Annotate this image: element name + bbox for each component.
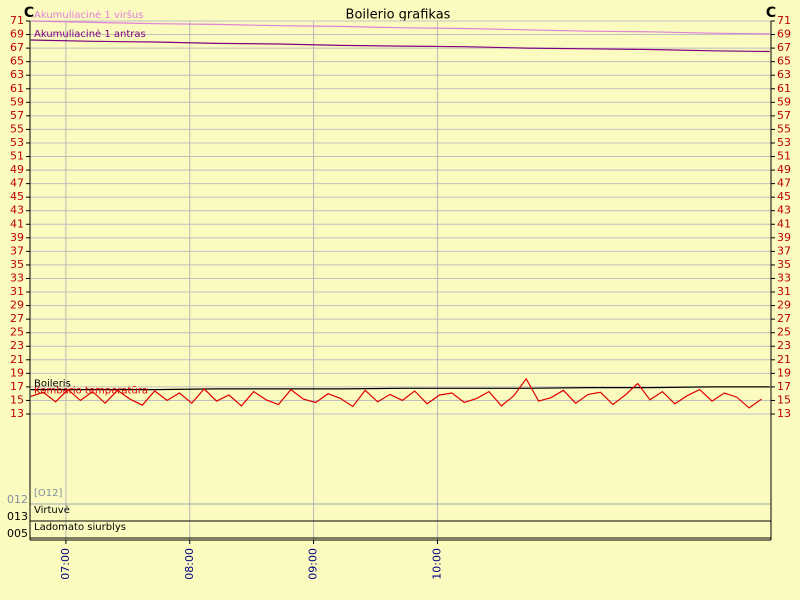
y-tick-label: 51 xyxy=(777,150,791,163)
series-line xyxy=(30,39,770,53)
y-tick-label: 71 xyxy=(777,14,791,27)
y-tick-label: 15 xyxy=(10,393,24,406)
y-tick-label: 31 xyxy=(10,285,24,298)
chart-title: Boilerio grafikas xyxy=(346,8,451,23)
y-tick-label: 71 xyxy=(10,14,24,27)
y-tick-label: 67 xyxy=(10,41,24,54)
y-tick-label: 53 xyxy=(777,136,791,149)
y-tick-label: 27 xyxy=(777,312,791,325)
y-tick-label: 63 xyxy=(777,68,791,81)
y-tick-label: 39 xyxy=(777,231,791,244)
lane-axis-label: 005 xyxy=(7,527,28,540)
y-tick-label: 19 xyxy=(777,366,791,379)
y-tick-label: 41 xyxy=(777,217,791,230)
x-tick-label: 09:00 xyxy=(307,548,320,580)
legend-label: Akumuliacinė 1 viršus xyxy=(34,9,143,21)
lane-axis-label: 012 xyxy=(7,493,28,506)
y-tick-label: 19 xyxy=(10,366,24,379)
legend-label: Kambario temperatūra xyxy=(34,385,148,396)
y-tick-label: 55 xyxy=(777,122,791,135)
lane-name: Virtuvė xyxy=(34,505,70,516)
y-tick-label: 37 xyxy=(777,244,791,257)
x-tick-label: 08:00 xyxy=(183,548,196,580)
y-tick-label: 43 xyxy=(777,204,791,217)
y-tick-label: 23 xyxy=(10,339,24,352)
y-tick-label: 57 xyxy=(777,109,791,122)
x-tick-label: 07:00 xyxy=(59,548,72,580)
series-line xyxy=(30,386,770,391)
y-tick-label: 59 xyxy=(10,95,24,108)
y-tick-label: 67 xyxy=(777,41,791,54)
y-tick-label: 29 xyxy=(10,299,24,312)
y-tick-label: 47 xyxy=(10,177,24,190)
y-tick-label: 61 xyxy=(10,82,24,95)
y-tick-label: 57 xyxy=(10,109,24,122)
y-tick-label: 69 xyxy=(10,28,24,41)
y-tick-label: 21 xyxy=(777,353,791,366)
lane-axis-label: 013 xyxy=(7,510,28,523)
y-tick-label: 61 xyxy=(777,82,791,95)
y-tick-label: 65 xyxy=(10,55,24,68)
y-tick-label: 35 xyxy=(777,258,791,271)
y-tick-label: 25 xyxy=(10,326,24,339)
y-tick-label: 51 xyxy=(10,150,24,163)
y-tick-label: 69 xyxy=(777,28,791,41)
y-tick-label: 55 xyxy=(10,122,24,135)
y-tick-label: 13 xyxy=(777,407,791,420)
lane-name: [O12] xyxy=(34,488,62,499)
y-tick-label: 17 xyxy=(10,380,24,393)
y-unit-right: C xyxy=(766,5,776,21)
y-tick-label: 31 xyxy=(777,285,791,298)
y-tick-label: 37 xyxy=(10,244,24,257)
y-tick-label: 65 xyxy=(777,55,791,68)
legend-label: Akumuliacinė 1 antras xyxy=(34,29,146,40)
y-tick-label: 47 xyxy=(777,177,791,190)
y-tick-label: 13 xyxy=(10,407,24,420)
legend-label: Boileris xyxy=(34,379,71,390)
y-tick-label: 29 xyxy=(777,299,791,312)
y-tick-label: 49 xyxy=(10,163,24,176)
y-tick-label: 43 xyxy=(10,204,24,217)
y-tick-label: 35 xyxy=(10,258,24,271)
y-tick-label: 23 xyxy=(777,339,791,352)
lane-name: Ladomato siurblys xyxy=(34,522,126,533)
y-tick-label: 59 xyxy=(777,95,791,108)
y-tick-label: 25 xyxy=(777,326,791,339)
y-tick-label: 27 xyxy=(10,312,24,325)
y-tick-label: 53 xyxy=(10,136,24,149)
y-tick-label: 49 xyxy=(777,163,791,176)
x-tick-label: 10:00 xyxy=(430,548,443,580)
y-tick-label: 21 xyxy=(10,353,24,366)
y-tick-label: 45 xyxy=(10,190,24,203)
y-tick-label: 63 xyxy=(10,68,24,81)
y-tick-label: 39 xyxy=(10,231,24,244)
y-tick-label: 33 xyxy=(10,271,24,284)
y-tick-label: 17 xyxy=(777,380,791,393)
y-unit-left: C xyxy=(24,5,34,21)
y-tick-label: 45 xyxy=(777,190,791,203)
series-line xyxy=(30,20,770,35)
y-tick-label: 15 xyxy=(777,393,791,406)
y-tick-label: 41 xyxy=(10,217,24,230)
series-line xyxy=(30,377,762,409)
y-tick-label: 33 xyxy=(777,271,791,284)
